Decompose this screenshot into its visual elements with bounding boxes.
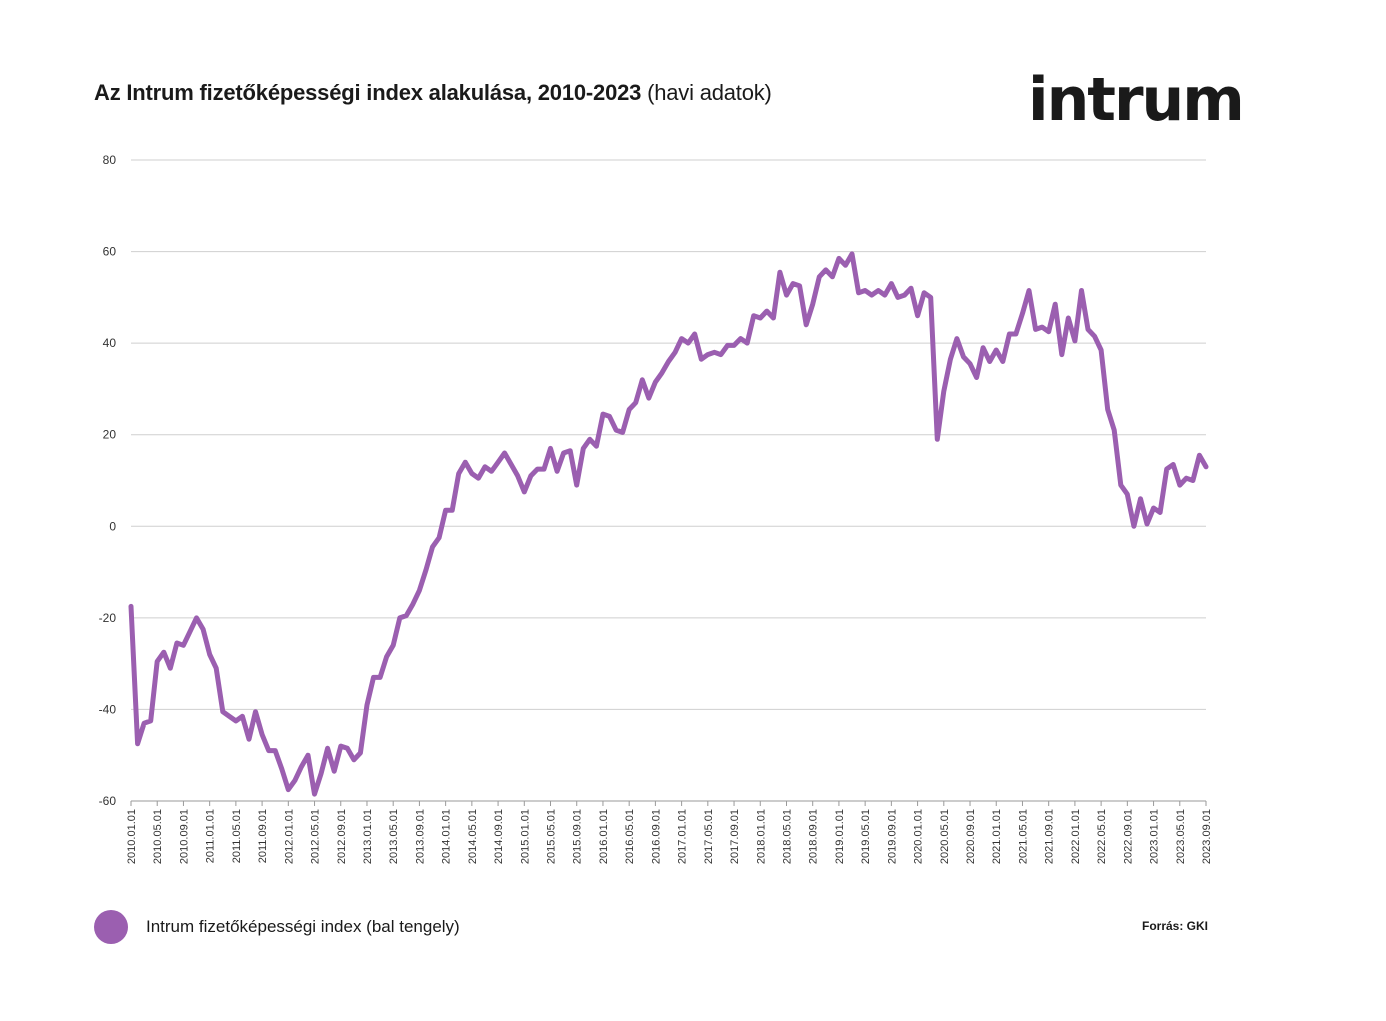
x-tick-label: 2014.09.01 bbox=[493, 809, 505, 864]
chart-title-main: Az Intrum fizetőképességi index alakulás… bbox=[94, 80, 642, 105]
chart-title: Az Intrum fizetőképességi index alakulás… bbox=[94, 80, 772, 106]
x-tick-label: 2020.05.01 bbox=[939, 809, 951, 864]
x-tick-label: 2016.09.01 bbox=[650, 809, 662, 864]
legend-swatch bbox=[94, 910, 128, 944]
x-tick-label: 2017.09.01 bbox=[729, 809, 741, 864]
x-tick-label: 2012.01.01 bbox=[283, 809, 295, 864]
x-tick-label: 2012.09.01 bbox=[336, 809, 348, 864]
x-tick-label: 2018.01.01 bbox=[755, 809, 767, 864]
x-tick-label: 2019.01.01 bbox=[834, 809, 846, 864]
y-tick-label: 40 bbox=[103, 336, 117, 350]
x-tick-label: 2016.05.01 bbox=[624, 809, 636, 864]
x-tick-label: 2011.09.01 bbox=[257, 809, 269, 863]
legend-label: Intrum fizetőképességi index (bal tengel… bbox=[146, 917, 460, 936]
x-tick-label: 2016.01.01 bbox=[598, 809, 610, 864]
y-tick-label: 20 bbox=[103, 428, 117, 442]
x-tick-label: 2023.01.01 bbox=[1149, 809, 1161, 864]
x-tick-label: 2015.09.01 bbox=[572, 809, 584, 864]
x-tick-label: 2023.05.01 bbox=[1175, 809, 1187, 864]
source-note: Forrás: GKI bbox=[1141, 919, 1208, 933]
x-tick-label: 2022.01.01 bbox=[1070, 809, 1082, 864]
x-tick-label: 2011.01.01 bbox=[205, 809, 217, 863]
x-tick-label: 2012.05.01 bbox=[310, 809, 322, 864]
intrum-logo: intrum bbox=[1028, 65, 1245, 135]
y-tick-label: -20 bbox=[99, 611, 117, 625]
chart-title-sub: (havi adatok) bbox=[647, 80, 772, 105]
x-tick-label: 2018.05.01 bbox=[781, 809, 793, 864]
x-tick-label: 2013.01.01 bbox=[362, 809, 374, 864]
line-chart: 80 60 40 20 0 -20 -40 -60 2010.01.01 2010.05.01 20… bbox=[99, 153, 1213, 864]
x-tick-label: 2010.09.01 bbox=[178, 809, 190, 864]
y-tick-label: -40 bbox=[99, 702, 117, 716]
x-tick-label: 2010.01.01 bbox=[126, 809, 138, 864]
x-tick-label: 2022.09.01 bbox=[1122, 809, 1134, 864]
x-tick-label: 2023.09.01 bbox=[1201, 809, 1213, 864]
y-tick-label: 0 bbox=[109, 519, 116, 533]
x-tick-label: 2013.05.01 bbox=[388, 809, 400, 864]
x-tick-label: 2014.05.01 bbox=[467, 809, 479, 864]
series-line-intrum-index bbox=[128, 251, 1209, 797]
x-tick-label: 2021.01.01 bbox=[991, 809, 1003, 864]
x-tick-label: 2011.05.01 bbox=[231, 809, 243, 863]
x-tick-label: 2014.01.01 bbox=[441, 809, 453, 864]
x-tick-label: 2013.09.01 bbox=[414, 809, 426, 864]
x-tick-label: 2019.05.01 bbox=[860, 809, 872, 864]
x-tick-label: 2020.09.01 bbox=[965, 809, 977, 864]
legend: Intrum fizetőképességi index (bal tengel… bbox=[94, 910, 460, 944]
x-tick-label: 2015.05.01 bbox=[546, 809, 558, 864]
x-tick-label: 2018.09.01 bbox=[808, 809, 820, 864]
y-tick-label: 80 bbox=[103, 153, 117, 167]
x-tick-label: 2022.05.01 bbox=[1096, 809, 1108, 864]
x-tick-label: 2021.09.01 bbox=[1044, 809, 1056, 864]
x-tick-label: 2019.09.01 bbox=[886, 809, 898, 864]
x-tick-label: 2020.01.01 bbox=[913, 809, 925, 864]
x-tick-label: 2010.05.01 bbox=[152, 809, 164, 864]
x-tick-label: 2017.05.01 bbox=[703, 809, 715, 864]
y-tick-label: -60 bbox=[99, 794, 117, 808]
y-tick-label: 60 bbox=[103, 245, 117, 259]
x-tick-label: 2015.01.01 bbox=[519, 809, 531, 864]
x-tick-label: 2017.01.01 bbox=[677, 809, 689, 864]
x-tick-label: 2021.05.01 bbox=[1017, 809, 1029, 864]
